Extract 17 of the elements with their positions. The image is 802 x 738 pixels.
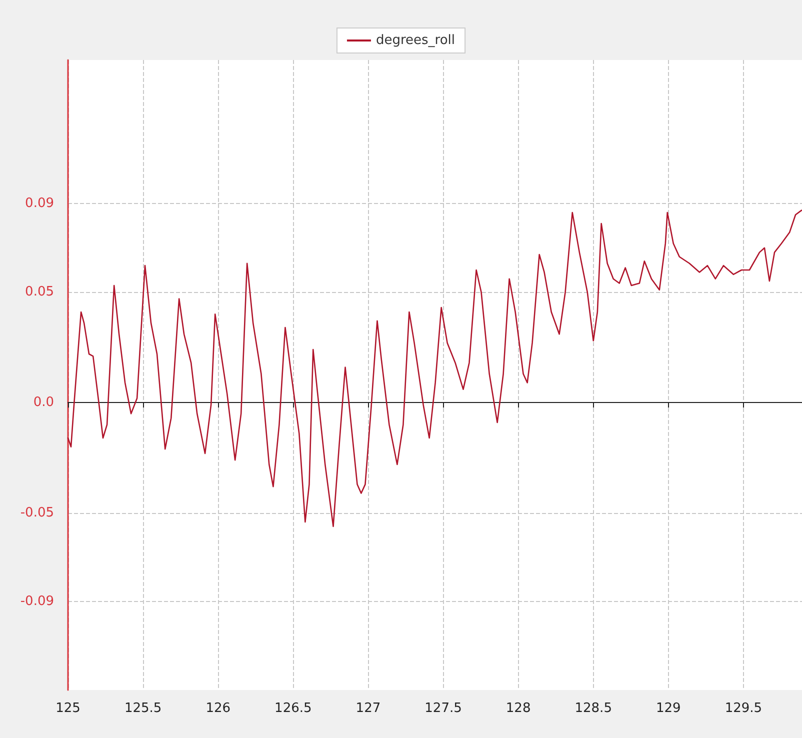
x-tick-label: 125 bbox=[56, 701, 80, 716]
x-tick-label: 125.5 bbox=[124, 701, 162, 716]
x-tick-label: 127.5 bbox=[424, 701, 462, 716]
x-tick-label: 127 bbox=[356, 701, 381, 716]
x-tick-label: 126 bbox=[206, 701, 231, 716]
y-tick-label: -0.05 bbox=[20, 506, 54, 521]
line-series bbox=[67, 210, 802, 528]
x-tick-label: 129.5 bbox=[724, 701, 762, 716]
y-tick-label: 0.0 bbox=[33, 395, 54, 410]
x-tick-label: 128 bbox=[506, 701, 531, 716]
y-tick-label: -0.09 bbox=[20, 594, 54, 610]
x-tick-label: 126.5 bbox=[274, 701, 312, 716]
y-tick-label: 0.09 bbox=[25, 196, 54, 212]
x-tick-label: 129 bbox=[656, 701, 681, 716]
y-tick-label: 0.05 bbox=[25, 284, 54, 300]
x-tick-label: 128.5 bbox=[574, 701, 612, 716]
legend-label: degrees_roll bbox=[376, 33, 456, 48]
